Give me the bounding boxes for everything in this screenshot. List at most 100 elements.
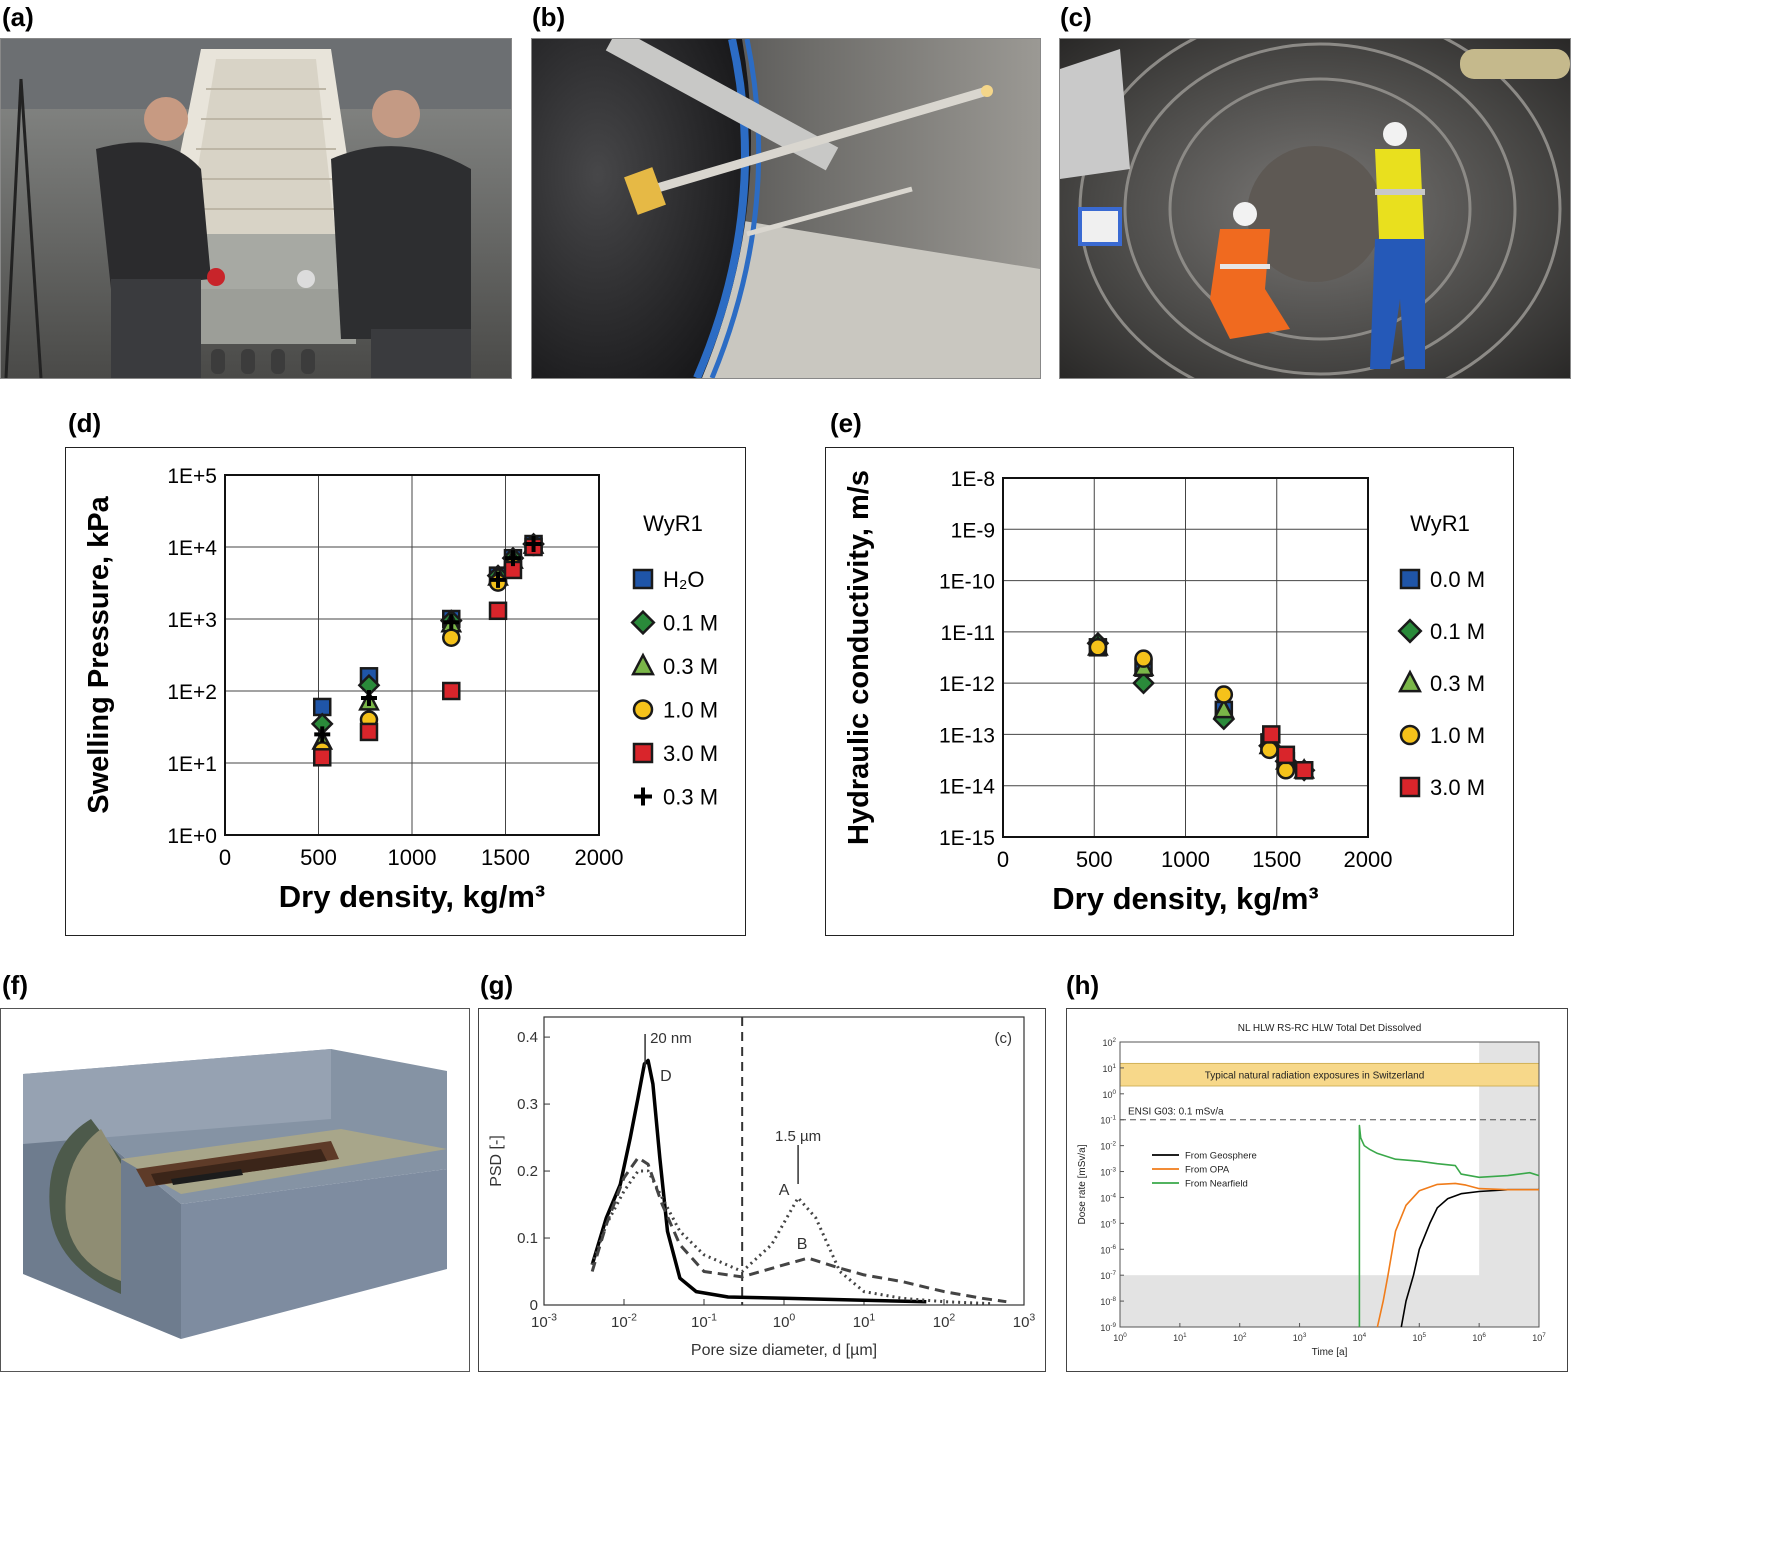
legend-label: From Nearfield (1185, 1179, 1248, 1190)
data-point-circle (442, 628, 461, 647)
y-tick-label: 1E-8 (951, 468, 995, 491)
psd-curve-D (590, 1058, 927, 1304)
x-tick-label: 1500 (1252, 847, 1301, 872)
x-tick-label: 500 (1076, 847, 1113, 872)
plot-frame (224, 474, 600, 836)
y-tick-label: 10-9 (1100, 1322, 1116, 1333)
y-tick-label: 10-2 (1100, 1141, 1116, 1152)
x-tick-label: 102 (1233, 1332, 1247, 1343)
y-tick-label: 1E+4 (167, 537, 217, 560)
x-tick-label: 1000 (388, 845, 437, 870)
dose-curve-1 (1376, 1182, 1539, 1328)
data-point-square (359, 722, 379, 742)
chart-dose-rate: Typical natural radiation exposures in S… (1066, 1008, 1568, 1372)
legend-title: WyR1 (643, 511, 703, 536)
y-axis-label: Hydraulic conductivity, m/s (843, 470, 875, 845)
legend-marker-plus (634, 787, 652, 806)
x-tick-label: 10-3 (531, 1311, 557, 1331)
legend-marker-square (632, 742, 654, 764)
photo-block-assembly (0, 38, 512, 379)
shaded-region-low-dose (1120, 1275, 1539, 1327)
chart-hydraulic-conductivity: 0 500 1000 1500 2000 1E-8 1E-9 1E-10 1E-11 1E-12 1… (825, 447, 1514, 936)
dose-curve-0 (1400, 1188, 1539, 1328)
y-axis-label: Dose rate [mSv/a] (1077, 1144, 1088, 1224)
x-tick-label: 101 (1173, 1332, 1187, 1343)
panel-label-d: (d) (68, 408, 102, 438)
annotation-1p5um: 1.5 µm (775, 1128, 821, 1145)
y-tick-label: 10-5 (1100, 1218, 1116, 1229)
y-tick-label: 1E+1 (167, 753, 217, 776)
legend-marker-diamond (630, 609, 656, 636)
panel-label-f: (f) (2, 970, 28, 1000)
plot-frame (1119, 1041, 1540, 1328)
photo-underground-tunnel (1059, 38, 1571, 379)
legend-label: 0.3 M (663, 785, 718, 810)
panel-label-b: (b) (532, 2, 566, 32)
data-point-triangle (1212, 697, 1235, 719)
data-point-circle (1134, 649, 1153, 668)
band-label: Typical natural radiation exposures in S… (1205, 1071, 1425, 1082)
data-point-square (488, 601, 508, 621)
plot-frame (1002, 477, 1369, 838)
y-tick-label: 1E-15 (939, 827, 995, 850)
x-axis-label: Dry density, kg/m³ (1052, 881, 1318, 916)
y-tick-label: 0.3 (517, 1096, 538, 1113)
dose-rate-plot: Typical natural radiation exposures in S… (1077, 1023, 1546, 1358)
curve-label-A: A (779, 1182, 790, 1199)
x-tick-label: 2000 (1344, 847, 1393, 872)
chart-swelling-pressure: 0 500 1000 1500 2000 1E+0 1E+1 1E+2 1E+3 1E+4 1E+5… (65, 447, 746, 936)
legend-label: 0.3 M (663, 654, 718, 679)
legend-label: H₂O (663, 567, 705, 592)
legend-label: 3.0 M (663, 741, 718, 766)
y-tick-label: 1E-11 (941, 622, 995, 645)
y-tick-label: 1E-12 (939, 673, 995, 696)
data-point-circle (1214, 685, 1234, 704)
data-point-square (1294, 761, 1314, 780)
x-tick-label: 103 (1293, 1332, 1307, 1343)
legend-label: From OPA (1185, 1165, 1230, 1176)
hydraulic-conductivity-plot: 0 500 1000 1500 2000 1E-8 1E-9 1E-10 1E-11 1E-12 1… (843, 468, 1485, 916)
x-tick-label: 0 (997, 847, 1009, 872)
corner-label: (c) (995, 1030, 1013, 1047)
y-tick-label: 1E-10 (939, 571, 995, 594)
y-tick-label: 101 (1102, 1063, 1116, 1074)
panel-label-c: (c) (1060, 2, 1092, 32)
annotation-20nm: 20 nm (650, 1030, 692, 1047)
repository-tunnel-render (0, 1008, 470, 1372)
y-tick-label: 10-6 (1100, 1244, 1116, 1255)
x-tick-label: 500 (300, 845, 337, 870)
x-axis-label: Pore size diameter, d [µm] (691, 1342, 877, 1359)
x-tick-label: 0 (219, 845, 231, 870)
legend-label: 3.0 M (1430, 775, 1485, 800)
y-tick-label: 1E+0 (167, 825, 217, 848)
legend-marker-triangle (1398, 669, 1422, 693)
x-tick-label: 104 (1353, 1332, 1367, 1343)
pore-size-plot: 10-3 10-2 10-1 100 101 102 103 0 0.1 0.2 0.3 0.4 Por… (488, 1016, 1036, 1359)
psd-curve-B (590, 1156, 1007, 1304)
y-tick-label: 102 (1102, 1037, 1116, 1048)
data-point-plus (504, 550, 521, 567)
plot-frame (543, 1016, 1025, 1306)
data-point-plus (360, 689, 377, 706)
y-tick-label: 10-4 (1100, 1192, 1116, 1203)
legend-marker-square (632, 568, 654, 590)
x-tick-label: 10-1 (691, 1311, 717, 1331)
x-tick-label: 103 (1013, 1311, 1036, 1331)
y-axis-label: Swelling Pressure, kPa (83, 495, 115, 813)
legend-label: 0.1 M (1430, 619, 1485, 644)
chart-title: NL HLW RS-RC HLW Total Det Dissolved (1238, 1023, 1422, 1034)
x-tick-label: 107 (1532, 1332, 1546, 1343)
y-tick-label: 0.1 (517, 1230, 538, 1247)
x-tick-label: 100 (773, 1311, 796, 1331)
curve-label-B: B (797, 1236, 808, 1253)
legend-label: 0.0 M (1430, 567, 1485, 592)
limit-label: ENSI G03: 0.1 mSv/a (1128, 1107, 1224, 1118)
y-tick-label: 10-1 (1100, 1115, 1116, 1126)
y-tick-label: 1E+2 (167, 681, 217, 704)
x-tick-label: 105 (1413, 1332, 1427, 1343)
x-tick-label: 106 (1472, 1332, 1486, 1343)
data-point-plus (443, 614, 460, 631)
legend-marker-circle (1399, 724, 1421, 746)
y-tick-label: 100 (1102, 1089, 1116, 1100)
y-tick-label: 1E-14 (939, 776, 995, 799)
